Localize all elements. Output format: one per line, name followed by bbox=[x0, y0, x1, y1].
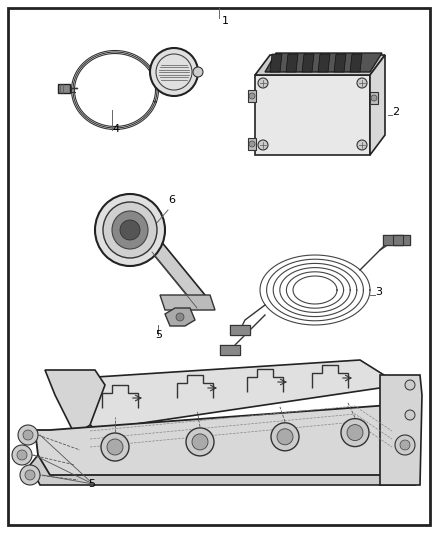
Text: 1: 1 bbox=[222, 16, 229, 26]
Polygon shape bbox=[255, 75, 370, 155]
Circle shape bbox=[18, 425, 38, 445]
Circle shape bbox=[186, 428, 214, 456]
Polygon shape bbox=[230, 325, 250, 335]
Circle shape bbox=[258, 78, 268, 88]
Circle shape bbox=[271, 423, 299, 451]
Circle shape bbox=[357, 78, 367, 88]
Circle shape bbox=[347, 425, 363, 441]
Ellipse shape bbox=[112, 211, 148, 249]
Polygon shape bbox=[370, 55, 385, 155]
Circle shape bbox=[405, 380, 415, 390]
Polygon shape bbox=[265, 53, 382, 72]
Text: 3: 3 bbox=[375, 287, 382, 297]
Text: 4: 4 bbox=[112, 124, 119, 134]
Polygon shape bbox=[334, 54, 346, 72]
Circle shape bbox=[249, 93, 255, 99]
Circle shape bbox=[25, 470, 35, 480]
Polygon shape bbox=[286, 54, 298, 72]
Text: 5: 5 bbox=[88, 479, 95, 489]
Circle shape bbox=[150, 48, 198, 96]
Text: 5: 5 bbox=[155, 330, 162, 340]
Polygon shape bbox=[380, 375, 422, 485]
Circle shape bbox=[107, 439, 123, 455]
Circle shape bbox=[101, 433, 129, 461]
Text: 2: 2 bbox=[392, 107, 399, 117]
Polygon shape bbox=[35, 405, 410, 475]
Polygon shape bbox=[165, 308, 195, 326]
Circle shape bbox=[193, 67, 203, 77]
Circle shape bbox=[357, 140, 367, 150]
Polygon shape bbox=[393, 235, 410, 245]
Circle shape bbox=[277, 429, 293, 445]
Bar bbox=[58, 84, 70, 93]
Polygon shape bbox=[150, 240, 205, 305]
Circle shape bbox=[400, 440, 410, 450]
Circle shape bbox=[249, 141, 255, 147]
Circle shape bbox=[20, 465, 40, 485]
Polygon shape bbox=[160, 295, 215, 310]
Polygon shape bbox=[220, 345, 240, 355]
Circle shape bbox=[17, 450, 27, 460]
Circle shape bbox=[371, 95, 377, 101]
Ellipse shape bbox=[103, 202, 157, 258]
Circle shape bbox=[120, 220, 140, 240]
Circle shape bbox=[12, 445, 32, 465]
Polygon shape bbox=[50, 360, 400, 430]
Polygon shape bbox=[45, 370, 105, 435]
Circle shape bbox=[23, 430, 33, 440]
Polygon shape bbox=[383, 235, 403, 245]
Circle shape bbox=[258, 140, 268, 150]
Bar bbox=[248, 138, 256, 150]
Circle shape bbox=[341, 418, 369, 447]
Circle shape bbox=[176, 313, 184, 321]
Bar bbox=[370, 92, 378, 104]
Bar bbox=[248, 90, 256, 102]
Polygon shape bbox=[350, 54, 362, 72]
Ellipse shape bbox=[95, 194, 165, 266]
Polygon shape bbox=[270, 54, 282, 72]
Polygon shape bbox=[255, 55, 385, 75]
Circle shape bbox=[192, 434, 208, 450]
Circle shape bbox=[405, 410, 415, 420]
Text: 6: 6 bbox=[168, 195, 175, 205]
Polygon shape bbox=[318, 54, 330, 72]
Circle shape bbox=[395, 435, 415, 455]
Polygon shape bbox=[302, 54, 314, 72]
Polygon shape bbox=[30, 430, 415, 485]
